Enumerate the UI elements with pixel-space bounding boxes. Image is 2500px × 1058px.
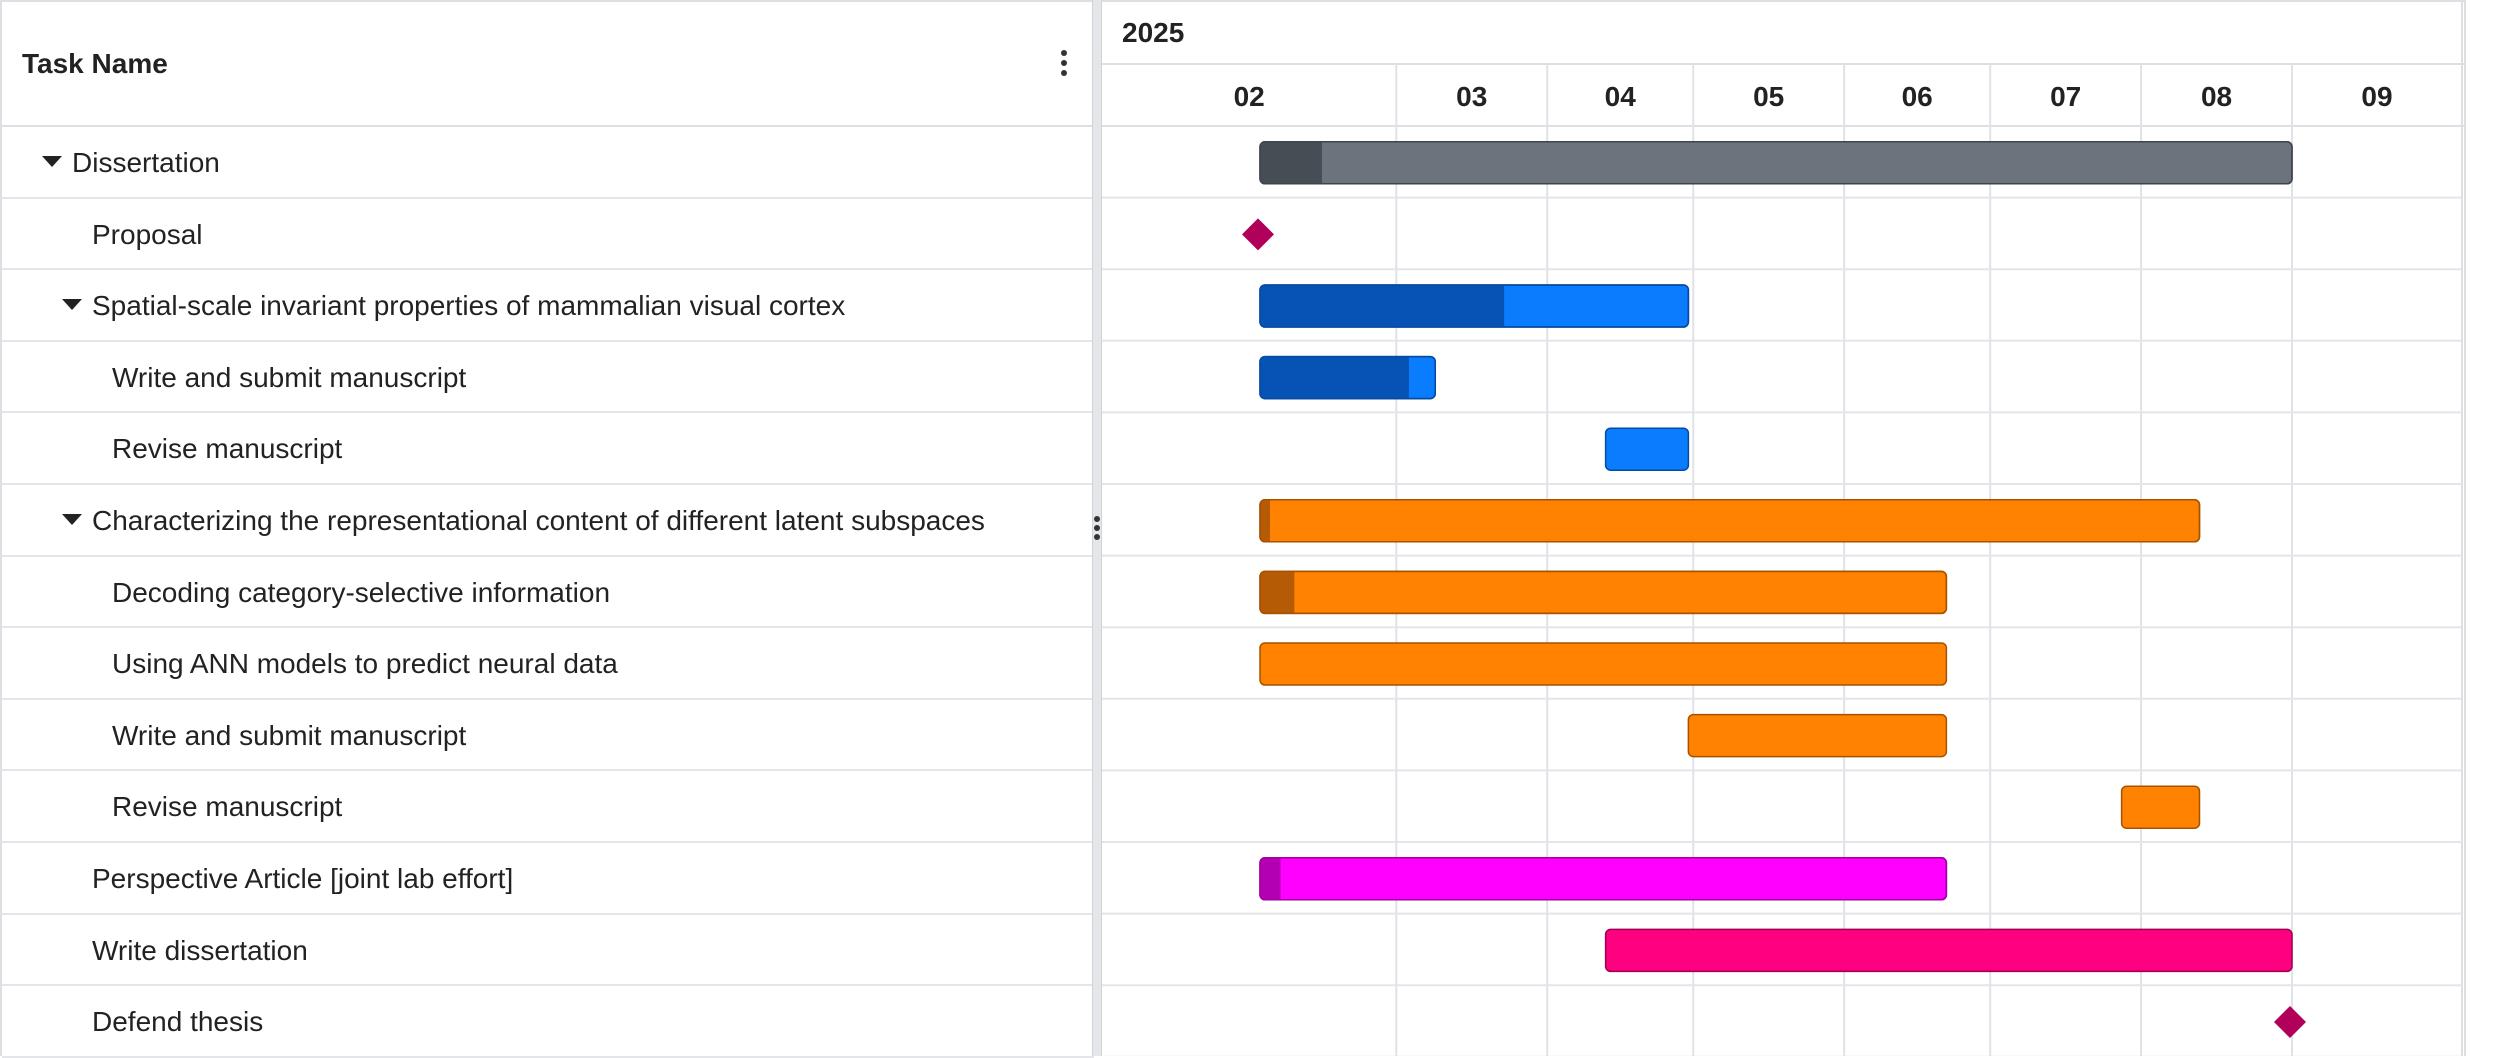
grid-header: Task Name bbox=[2, 0, 1094, 127]
task-name-label: Revise manuscript bbox=[112, 791, 343, 823]
task-progress-fill bbox=[1260, 356, 1409, 399]
task-bar-outline bbox=[1259, 355, 1436, 400]
splitter-grip-icon[interactable] bbox=[1093, 512, 1101, 544]
milestone-diamond[interactable] bbox=[1242, 218, 1274, 251]
month-label: 08 bbox=[2201, 81, 2232, 112]
task-row[interactable]: Dissertation bbox=[2, 127, 1094, 199]
task-row[interactable]: Revise manuscript bbox=[2, 413, 1094, 485]
task-bar-outline bbox=[1259, 857, 1948, 901]
collapse-caret-icon[interactable] bbox=[58, 485, 88, 557]
task-name-label: Spatial-scale invariant properties of ma… bbox=[92, 290, 846, 322]
task-name-label: Write and submit manuscript bbox=[112, 361, 467, 393]
task-bar-outline bbox=[1259, 499, 2201, 543]
panel-splitter[interactable] bbox=[1092, 0, 1102, 1056]
task-progress-fill bbox=[1260, 571, 1295, 614]
task-name-label: Perspective Article [joint lab effort] bbox=[92, 863, 514, 894]
task-bar-outline bbox=[1259, 570, 1948, 615]
task-row[interactable]: Perspective Article [joint lab effort] bbox=[2, 843, 1094, 915]
year-label: 2025 bbox=[1122, 17, 1184, 48]
task-name-label: Dissertation bbox=[72, 147, 220, 178]
task-row[interactable]: Characterizing the representational cont… bbox=[2, 485, 1094, 557]
column-menu-icon[interactable] bbox=[1052, 48, 1076, 78]
task-bar[interactable] bbox=[1259, 857, 1948, 901]
task-bar[interactable] bbox=[1604, 928, 2293, 973]
task-progress-fill bbox=[1260, 141, 1322, 184]
milestone-diamond[interactable] bbox=[2274, 1006, 2306, 1038]
task-progress-fill bbox=[1260, 285, 1505, 327]
task-name-label: Decoding category-selective information bbox=[112, 576, 611, 608]
month-label: 02 bbox=[1234, 81, 1265, 112]
task-name-label: Proposal bbox=[92, 218, 203, 250]
task-row[interactable]: Proposal bbox=[2, 199, 1094, 271]
task-row[interactable]: Write and submit manuscript bbox=[2, 700, 1094, 772]
task-bar-outline bbox=[1259, 284, 1690, 328]
task-row[interactable]: Write dissertation bbox=[2, 915, 1094, 987]
month-label: 07 bbox=[2050, 81, 2081, 112]
task-row[interactable]: Write and submit manuscript bbox=[2, 342, 1094, 414]
month-label: 06 bbox=[1902, 81, 1933, 112]
task-row[interactable]: Using ANN models to predict neural data bbox=[2, 628, 1094, 700]
collapse-caret-icon[interactable] bbox=[38, 127, 68, 199]
task-name-label: Characterizing the representational cont… bbox=[92, 505, 985, 536]
task-bar[interactable] bbox=[1259, 642, 1948, 686]
task-bar[interactable] bbox=[1259, 141, 2293, 185]
vertical-scrollbar[interactable] bbox=[2464, 0, 2500, 1056]
month-label: 09 bbox=[2361, 81, 2392, 112]
task-grid: Task Name Dissertation Proposal Spatial-sc… bbox=[0, 0, 1094, 1058]
task-bar[interactable] bbox=[2120, 785, 2201, 829]
task-name-label: Revise manuscript bbox=[112, 433, 343, 465]
task-name-column-header[interactable]: Task Name bbox=[22, 48, 168, 79]
task-name-label: Defend thesis bbox=[92, 1006, 264, 1038]
scrollbar-track[interactable] bbox=[2472, 0, 2494, 1056]
task-name-label: Write and submit manuscript bbox=[112, 719, 467, 751]
task-row[interactable]: Defend thesis bbox=[2, 986, 1094, 1058]
task-progress-fill bbox=[1260, 857, 1281, 900]
task-row[interactable]: Revise manuscript bbox=[2, 771, 1094, 843]
task-row[interactable]: Spatial-scale invariant properties of ma… bbox=[2, 270, 1094, 342]
task-row[interactable]: Decoding category-selective information bbox=[2, 557, 1094, 629]
task-name-label: Using ANN models to predict neural data bbox=[112, 648, 618, 680]
task-bar[interactable] bbox=[1604, 427, 1690, 471]
task-bar[interactable] bbox=[1259, 570, 1948, 615]
task-progress-fill bbox=[1260, 499, 1270, 542]
month-label: 05 bbox=[1753, 81, 1784, 112]
timeline-chart: 2025 02 03 04 05 06 07 08 09 bbox=[1102, 0, 2464, 1056]
task-bar[interactable] bbox=[1259, 499, 2201, 543]
task-bar-outline bbox=[1259, 141, 2293, 185]
task-bar[interactable] bbox=[1687, 713, 1948, 758]
task-name-label: Write dissertation bbox=[92, 934, 308, 966]
collapse-caret-icon[interactable] bbox=[58, 270, 88, 342]
month-label: 04 bbox=[1605, 81, 1637, 112]
month-label: 03 bbox=[1456, 81, 1487, 112]
